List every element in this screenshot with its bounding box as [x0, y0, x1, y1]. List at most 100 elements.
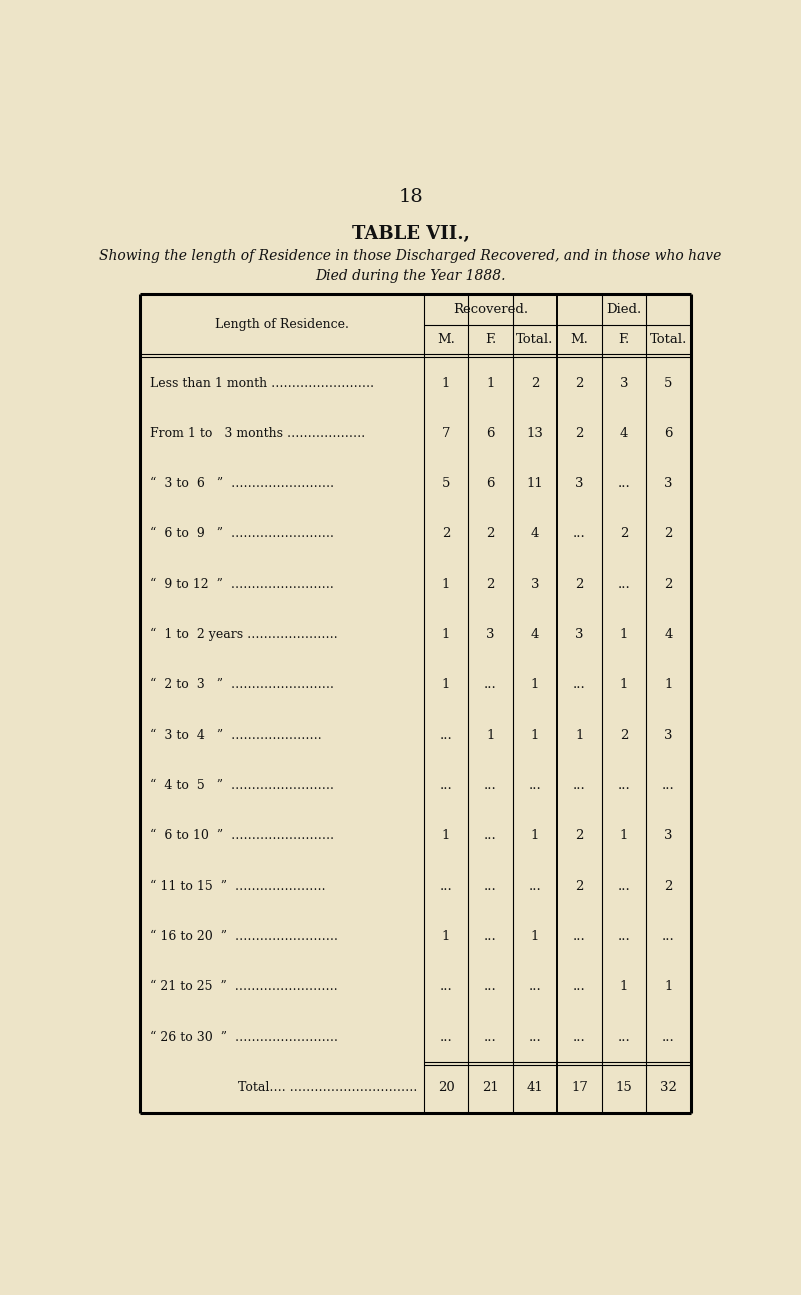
Text: 18: 18	[398, 188, 423, 206]
Text: 3: 3	[531, 578, 539, 591]
Text: 4: 4	[531, 527, 539, 540]
Text: 2: 2	[531, 377, 539, 390]
Text: ...: ...	[529, 879, 541, 892]
Text: Died during the Year 1888.: Died during the Year 1888.	[316, 268, 505, 282]
Text: From 1 to   3 months ……………….: From 1 to 3 months ……………….	[150, 427, 364, 440]
Text: 1: 1	[531, 930, 539, 943]
Text: 2: 2	[664, 578, 673, 591]
Text: 1: 1	[486, 729, 495, 742]
Text: 2: 2	[620, 729, 628, 742]
Text: 2: 2	[575, 879, 584, 892]
Text: 15: 15	[616, 1081, 632, 1094]
Text: 6: 6	[486, 427, 495, 440]
Text: Total.: Total.	[517, 333, 553, 346]
Text: Total…. ………………………….: Total…. ………………………….	[239, 1081, 417, 1094]
Text: 2: 2	[486, 527, 495, 540]
Text: 2: 2	[664, 527, 673, 540]
Text: 6: 6	[486, 477, 495, 491]
Text: ...: ...	[484, 930, 497, 943]
Text: “  3 to  6   ”  …………………….: “ 3 to 6 ” …………………….	[150, 477, 334, 491]
Text: 1: 1	[442, 930, 450, 943]
Text: “  4 to  5   ”  …………………….: “ 4 to 5 ” …………………….	[150, 780, 333, 793]
Text: ...: ...	[440, 729, 453, 742]
Text: 3: 3	[664, 477, 673, 491]
Text: 2: 2	[575, 578, 584, 591]
Text: 2: 2	[575, 427, 584, 440]
Text: ...: ...	[573, 1031, 586, 1044]
Text: 4: 4	[531, 628, 539, 641]
Text: ...: ...	[529, 980, 541, 993]
Text: 1: 1	[442, 679, 450, 692]
Text: 1: 1	[620, 679, 628, 692]
Text: ...: ...	[440, 1031, 453, 1044]
Text: 4: 4	[664, 628, 673, 641]
Text: Less than 1 month …………………….: Less than 1 month …………………….	[150, 377, 374, 390]
Text: ...: ...	[529, 1031, 541, 1044]
Text: 4: 4	[620, 427, 628, 440]
Text: 2: 2	[664, 879, 673, 892]
Text: ...: ...	[662, 930, 674, 943]
Text: ...: ...	[573, 930, 586, 943]
Text: 32: 32	[660, 1081, 677, 1094]
Text: 41: 41	[526, 1081, 543, 1094]
Text: ...: ...	[573, 679, 586, 692]
Text: “ 16 to 20  ”  …………………….: “ 16 to 20 ” …………………….	[150, 930, 337, 943]
Text: 11: 11	[526, 477, 543, 491]
Text: ...: ...	[440, 980, 453, 993]
Text: 3: 3	[486, 628, 495, 641]
Text: 1: 1	[442, 578, 450, 591]
Text: 1: 1	[531, 829, 539, 842]
Text: “ 21 to 25  ”  …………………….: “ 21 to 25 ” …………………….	[150, 980, 337, 993]
Text: ...: ...	[484, 879, 497, 892]
Text: “ 11 to 15  ”  ………………….: “ 11 to 15 ” ………………….	[150, 879, 325, 892]
Text: ...: ...	[618, 780, 630, 793]
Text: 3: 3	[575, 477, 584, 491]
Text: 7: 7	[442, 427, 450, 440]
Text: “  3 to  4   ”  ………………….: “ 3 to 4 ” ………………….	[150, 729, 321, 742]
Text: Recovered.: Recovered.	[453, 303, 528, 316]
Text: “  6 to 10  ”  …………………….: “ 6 to 10 ” …………………….	[150, 829, 334, 842]
Text: “  1 to  2 years ………………….: “ 1 to 2 years ………………….	[150, 628, 337, 641]
Text: “  9 to 12  ”  …………………….: “ 9 to 12 ” …………………….	[150, 578, 333, 591]
Text: ...: ...	[618, 578, 630, 591]
Text: 1: 1	[620, 628, 628, 641]
Text: F.: F.	[485, 333, 496, 346]
Text: 1: 1	[664, 980, 673, 993]
Text: M.: M.	[570, 333, 589, 346]
Text: 17: 17	[571, 1081, 588, 1094]
Text: 3: 3	[575, 628, 584, 641]
Text: M.: M.	[437, 333, 455, 346]
Text: ...: ...	[440, 879, 453, 892]
Text: 1: 1	[620, 980, 628, 993]
Text: 2: 2	[486, 578, 495, 591]
Text: ...: ...	[662, 780, 674, 793]
Text: 1: 1	[486, 377, 495, 390]
Text: 1: 1	[575, 729, 584, 742]
Text: 5: 5	[664, 377, 673, 390]
Text: 6: 6	[664, 427, 673, 440]
Text: 1: 1	[442, 829, 450, 842]
Text: 13: 13	[526, 427, 543, 440]
Text: 1: 1	[442, 377, 450, 390]
Text: ...: ...	[618, 1031, 630, 1044]
Text: “ 26 to 30  ”  …………………….: “ 26 to 30 ” …………………….	[150, 1031, 337, 1044]
Text: 21: 21	[482, 1081, 499, 1094]
Text: Showing the length of Residence in those Discharged Recovered, and in those who : Showing the length of Residence in those…	[99, 250, 722, 263]
Text: 2: 2	[575, 377, 584, 390]
Text: Length of Residence.: Length of Residence.	[215, 317, 349, 330]
Text: ...: ...	[618, 879, 630, 892]
Text: ...: ...	[484, 1031, 497, 1044]
Text: ...: ...	[484, 780, 497, 793]
Text: ...: ...	[573, 527, 586, 540]
Text: ...: ...	[618, 477, 630, 491]
Text: ...: ...	[573, 980, 586, 993]
Text: Total.: Total.	[650, 333, 687, 346]
Text: “  6 to  9   ”  …………………….: “ 6 to 9 ” …………………….	[150, 527, 333, 540]
Text: ...: ...	[440, 780, 453, 793]
Text: Died.: Died.	[606, 303, 642, 316]
Text: 3: 3	[664, 829, 673, 842]
Text: 3: 3	[620, 377, 628, 390]
Text: 3: 3	[664, 729, 673, 742]
Text: ...: ...	[662, 1031, 674, 1044]
Text: F.: F.	[618, 333, 630, 346]
